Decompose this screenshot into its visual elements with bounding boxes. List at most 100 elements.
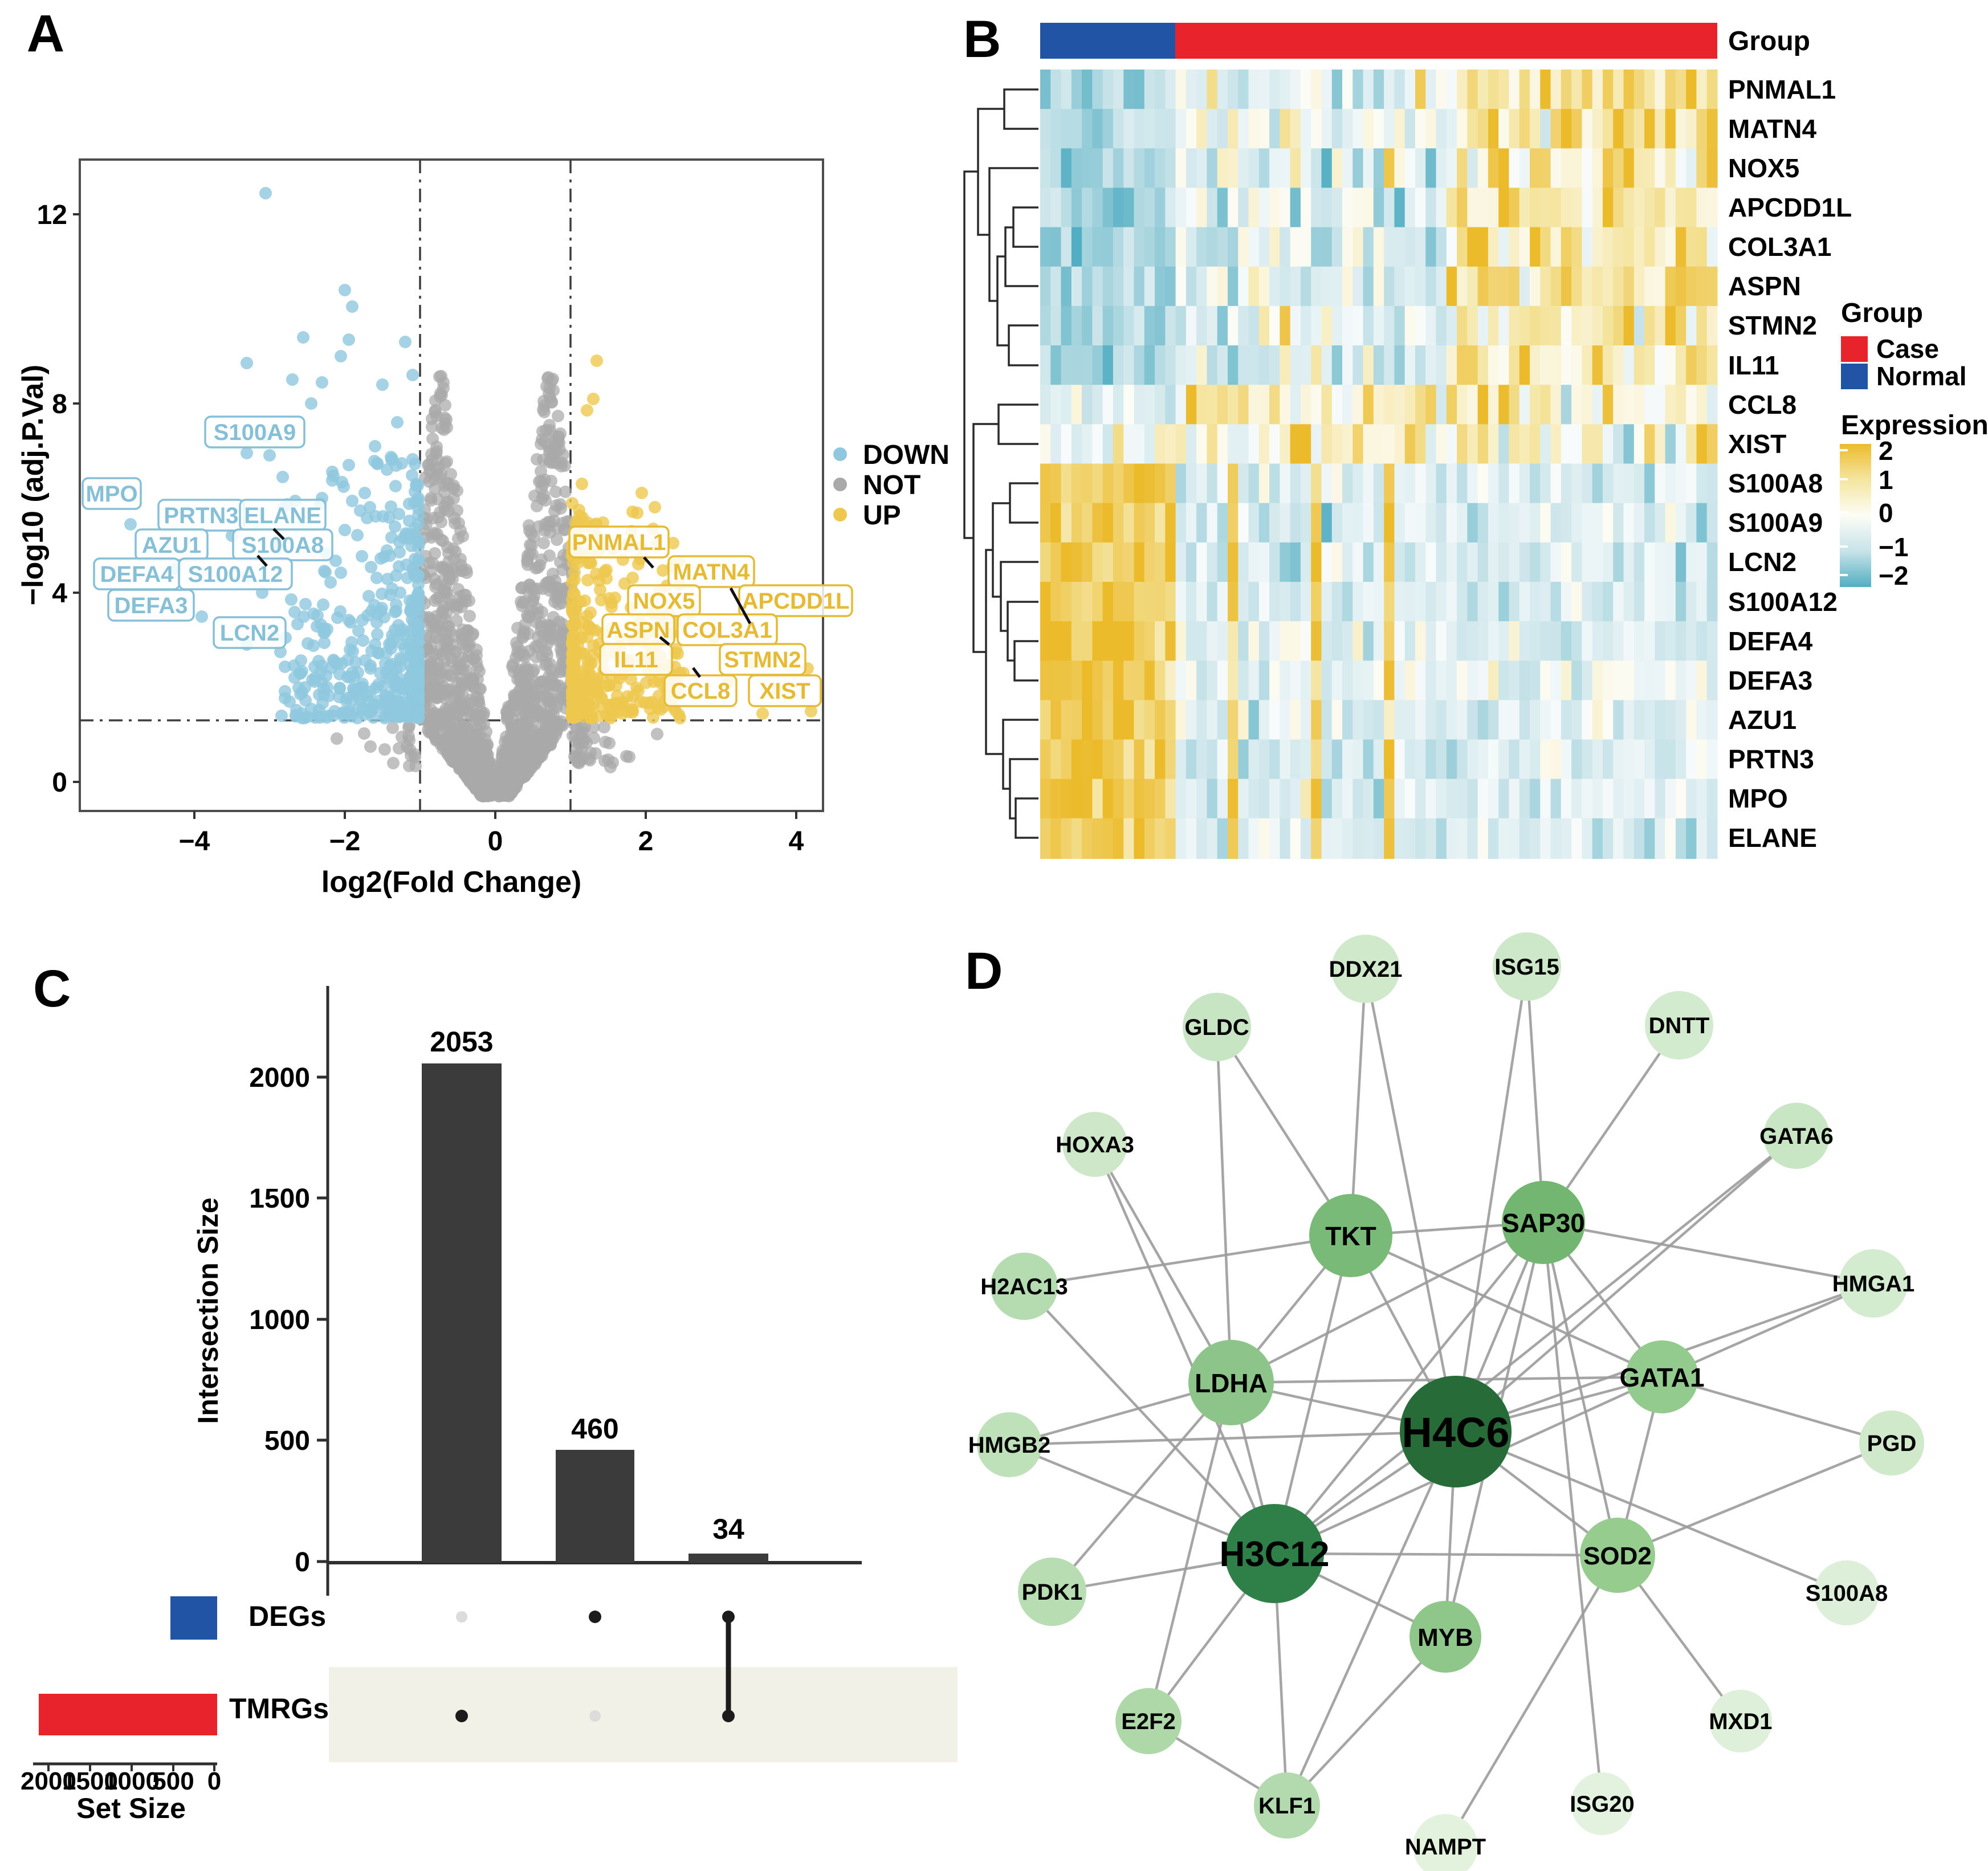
svg-text:ASPN: ASPN bbox=[1728, 271, 1801, 301]
svg-text:HMGB2: HMGB2 bbox=[968, 1433, 1050, 1458]
svg-text:S100A8: S100A8 bbox=[1728, 468, 1823, 498]
svg-text:Intersection Size: Intersection Size bbox=[192, 1197, 224, 1424]
svg-text:H4C6: H4C6 bbox=[1402, 1409, 1509, 1456]
svg-text:MPO: MPO bbox=[1728, 784, 1788, 813]
svg-text:500: 500 bbox=[152, 1767, 194, 1795]
svg-text:DEFA3: DEFA3 bbox=[115, 593, 188, 618]
svg-text:IL11: IL11 bbox=[614, 647, 658, 672]
svg-text:HMGA1: HMGA1 bbox=[1832, 1271, 1914, 1297]
svg-text:−4: −4 bbox=[179, 826, 210, 857]
svg-text:−log10 (adj.P.Val): −log10 (adj.P.Val) bbox=[17, 365, 50, 605]
svg-text:COL3A1: COL3A1 bbox=[1728, 232, 1831, 262]
svg-text:C: C bbox=[33, 960, 71, 1018]
svg-text:DNTT: DNTT bbox=[1649, 1013, 1710, 1038]
svg-text:STMN2: STMN2 bbox=[1728, 311, 1817, 340]
svg-text:2000: 2000 bbox=[249, 1063, 310, 1093]
svg-text:DDX21: DDX21 bbox=[1329, 957, 1403, 982]
svg-text:−2: −2 bbox=[1879, 561, 1908, 590]
svg-text:KLF1: KLF1 bbox=[1258, 1793, 1315, 1819]
svg-text:NAMPT: NAMPT bbox=[1405, 1835, 1486, 1860]
svg-text:GLDC: GLDC bbox=[1184, 1015, 1249, 1040]
svg-text:H3C12: H3C12 bbox=[1220, 1535, 1330, 1574]
svg-text:TKT: TKT bbox=[1325, 1221, 1376, 1251]
svg-text:ISG20: ISG20 bbox=[1570, 1792, 1634, 1817]
svg-text:0: 0 bbox=[488, 826, 503, 857]
svg-text:B: B bbox=[963, 10, 1001, 68]
svg-text:COL3A1: COL3A1 bbox=[682, 618, 772, 643]
svg-text:Group: Group bbox=[1841, 298, 1923, 328]
svg-text:2000: 2000 bbox=[21, 1767, 76, 1795]
svg-text:AZU1: AZU1 bbox=[142, 533, 201, 558]
svg-text:1000: 1000 bbox=[249, 1305, 310, 1335]
svg-text:log2(Fold Change): log2(Fold Change) bbox=[321, 866, 581, 899]
svg-text:APCDD1L: APCDD1L bbox=[1728, 193, 1852, 222]
svg-text:PGD: PGD bbox=[1867, 1431, 1917, 1456]
svg-text:NOX5: NOX5 bbox=[633, 589, 695, 614]
svg-text:NOX5: NOX5 bbox=[1728, 153, 1799, 183]
svg-text:1000: 1000 bbox=[104, 1767, 160, 1795]
svg-text:PRTN3: PRTN3 bbox=[164, 503, 238, 528]
svg-text:NOT: NOT bbox=[863, 470, 920, 500]
svg-text:SAP30: SAP30 bbox=[1502, 1208, 1585, 1238]
svg-text:0: 0 bbox=[1879, 498, 1893, 528]
svg-text:S100A9: S100A9 bbox=[1728, 508, 1823, 537]
svg-text:LDHA: LDHA bbox=[1195, 1368, 1268, 1398]
svg-text:DEFA4: DEFA4 bbox=[1728, 626, 1813, 656]
svg-text:Group: Group bbox=[1728, 26, 1810, 56]
svg-text:4: 4 bbox=[789, 826, 804, 857]
svg-text:Normal: Normal bbox=[1876, 361, 1966, 391]
svg-text:PNMAL1: PNMAL1 bbox=[572, 530, 666, 555]
svg-text:MXD1: MXD1 bbox=[1709, 1709, 1772, 1734]
svg-text:GATA6: GATA6 bbox=[1759, 1124, 1834, 1149]
svg-text:Set Size: Set Size bbox=[76, 1792, 186, 1824]
svg-text:LCN2: LCN2 bbox=[220, 621, 279, 646]
svg-text:0: 0 bbox=[207, 1767, 221, 1795]
svg-text:CCL8: CCL8 bbox=[1728, 390, 1796, 419]
svg-text:UP: UP bbox=[863, 500, 901, 531]
svg-text:−1: −1 bbox=[1879, 532, 1908, 562]
svg-text:STMN2: STMN2 bbox=[724, 647, 801, 672]
svg-text:S100A8: S100A8 bbox=[1806, 1581, 1888, 1606]
svg-text:−2: −2 bbox=[329, 826, 361, 857]
svg-text:AZU1: AZU1 bbox=[1728, 705, 1796, 735]
svg-text:S100A12: S100A12 bbox=[1728, 587, 1838, 617]
svg-text:D: D bbox=[965, 942, 1003, 1000]
svg-text:TMRGs: TMRGs bbox=[229, 1693, 329, 1725]
svg-text:ELANE: ELANE bbox=[1728, 823, 1817, 853]
svg-text:34: 34 bbox=[712, 1513, 744, 1545]
svg-text:8: 8 bbox=[52, 389, 67, 419]
svg-text:GATA1: GATA1 bbox=[1619, 1363, 1704, 1392]
svg-text:ISG15: ISG15 bbox=[1494, 955, 1559, 980]
svg-text:CCL8: CCL8 bbox=[671, 679, 730, 704]
svg-text:PDK1: PDK1 bbox=[1022, 1580, 1083, 1605]
svg-text:MPO: MPO bbox=[85, 482, 137, 507]
svg-text:460: 460 bbox=[571, 1413, 618, 1445]
svg-text:0: 0 bbox=[295, 1547, 310, 1577]
svg-text:HOXA3: HOXA3 bbox=[1056, 1132, 1134, 1157]
svg-text:1500: 1500 bbox=[62, 1767, 118, 1795]
svg-text:A: A bbox=[27, 5, 64, 63]
svg-text:IL11: IL11 bbox=[1728, 350, 1779, 380]
svg-text:XIST: XIST bbox=[760, 679, 810, 704]
svg-text:2: 2 bbox=[638, 826, 654, 857]
svg-text:1500: 1500 bbox=[249, 1184, 310, 1214]
svg-text:S100A9: S100A9 bbox=[214, 420, 296, 445]
svg-text:S100A12: S100A12 bbox=[188, 562, 283, 587]
svg-text:MYB: MYB bbox=[1417, 1624, 1473, 1652]
svg-text:MATN4: MATN4 bbox=[673, 560, 751, 585]
svg-text:LCN2: LCN2 bbox=[1728, 547, 1796, 577]
svg-text:DEGs: DEGs bbox=[248, 1600, 326, 1632]
svg-text:XIST: XIST bbox=[1728, 429, 1786, 459]
svg-text:PNMAL1: PNMAL1 bbox=[1728, 75, 1836, 104]
svg-text:SOD2: SOD2 bbox=[1583, 1542, 1652, 1570]
svg-text:ASPN: ASPN bbox=[606, 618, 670, 643]
svg-text:MATN4: MATN4 bbox=[1728, 114, 1816, 144]
svg-text:2053: 2053 bbox=[430, 1026, 493, 1058]
svg-text:12: 12 bbox=[37, 200, 67, 230]
svg-text:1: 1 bbox=[1879, 465, 1893, 495]
svg-text:ELANE: ELANE bbox=[244, 503, 321, 528]
svg-text:4: 4 bbox=[52, 578, 67, 609]
svg-text:APCDD1L: APCDD1L bbox=[742, 589, 850, 614]
svg-text:Expression: Expression bbox=[1841, 410, 1988, 441]
svg-text:DEFA3: DEFA3 bbox=[1728, 666, 1812, 695]
